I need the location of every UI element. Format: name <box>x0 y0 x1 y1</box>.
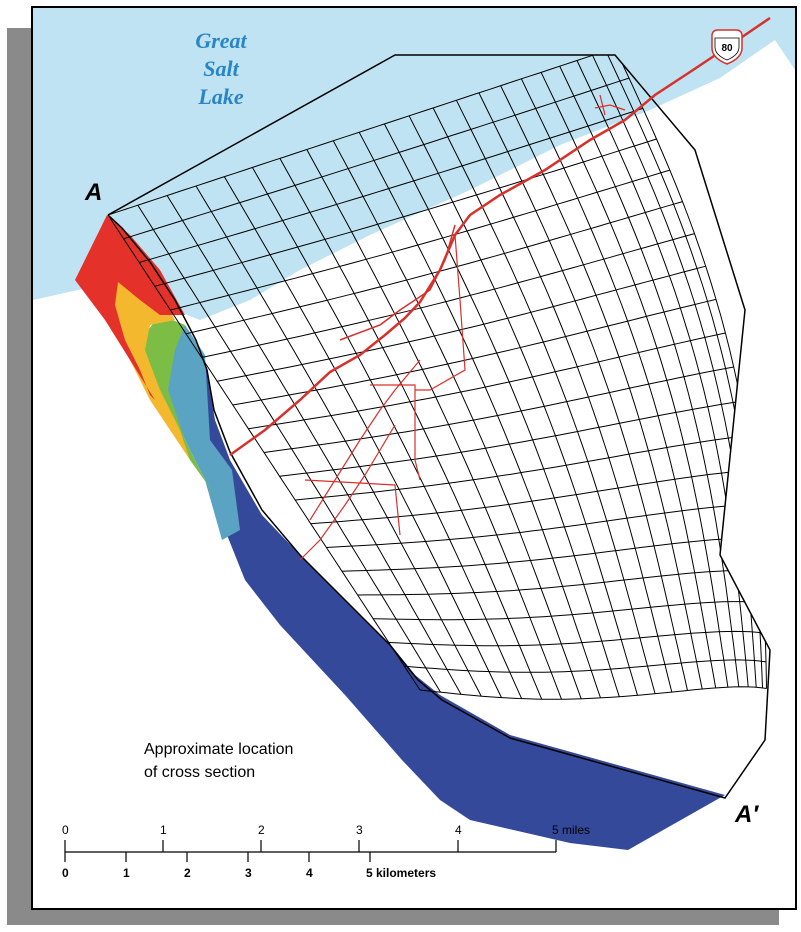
road-7 <box>594 104 626 111</box>
grid-column-line <box>408 115 638 696</box>
grid-row-line <box>373 601 764 621</box>
grid-row-line <box>232 298 717 406</box>
model-grid <box>108 55 767 700</box>
red-zone <box>75 215 185 400</box>
mile-label-5: 5 miles <box>552 823 590 837</box>
grid-row-line <box>279 400 741 477</box>
km-label-5: 5 kilometers <box>366 866 436 880</box>
highway-number: 80 <box>721 43 733 54</box>
road-6 <box>415 234 466 391</box>
grid-row-line <box>419 686 767 700</box>
grid-row-line <box>154 138 657 287</box>
interstate-shield: 80 <box>711 29 743 65</box>
model-grid-outline <box>107 54 771 799</box>
section-start-label: A <box>84 179 102 206</box>
grid-column-line <box>478 92 688 691</box>
grid-row-line <box>357 569 763 596</box>
yellow-zone <box>100 280 190 460</box>
grid-row-line <box>248 332 726 430</box>
green-zone <box>140 315 222 505</box>
mile-label-2: 2 <box>258 823 265 837</box>
grid-row-line <box>404 659 767 673</box>
deep-blue-zone <box>205 360 725 850</box>
lake-label: Great Salt Lake <box>195 28 247 109</box>
km-label-2: 2 <box>184 866 191 880</box>
km-label-1: 1 <box>123 866 130 880</box>
grid-row-line <box>123 77 630 240</box>
lake-label-line-3: Lake <box>197 84 243 109</box>
road-3 <box>304 479 401 536</box>
km-label-0: 0 <box>62 866 69 880</box>
mile-label-3: 3 <box>356 823 363 837</box>
grid-row-line <box>170 169 670 311</box>
caption-line-1: Approximate location <box>144 741 293 758</box>
road-1 <box>339 224 456 341</box>
light-blue-zone <box>165 325 240 540</box>
road-8 <box>599 94 606 116</box>
grid-row-line <box>341 537 760 572</box>
mile-label-1: 1 <box>160 823 167 837</box>
scale-bar: 0 1 2 3 4 5 miles 0 1 2 3 4 5 kilometers <box>62 823 590 880</box>
section-end-label: A′ <box>734 801 759 828</box>
road-5 <box>299 424 396 561</box>
road-2 <box>309 359 421 521</box>
grid-column-line <box>592 55 757 688</box>
grid-row-line <box>108 55 616 216</box>
grid-row-line <box>388 630 766 647</box>
grid-row-line <box>185 201 683 335</box>
lake-label-line-1: Great <box>195 28 247 53</box>
roads <box>229 16 771 561</box>
grid-row-line <box>201 233 695 358</box>
mile-label-4: 4 <box>455 823 462 837</box>
grid-row-line <box>310 469 753 525</box>
grid-row-line <box>295 435 748 501</box>
road-4 <box>370 384 421 481</box>
km-label-3: 3 <box>245 866 252 880</box>
mile-label-0: 0 <box>62 823 69 837</box>
grid-row-line <box>263 366 734 453</box>
grid-column-line <box>432 107 656 694</box>
grid-row-line <box>139 107 644 263</box>
grid-row-line <box>326 503 757 548</box>
caption-line-2: of cross section <box>144 764 255 781</box>
km-label-4: 4 <box>306 866 313 880</box>
grid-column-line <box>520 78 717 689</box>
lake-label-line-2: Salt <box>203 56 239 81</box>
